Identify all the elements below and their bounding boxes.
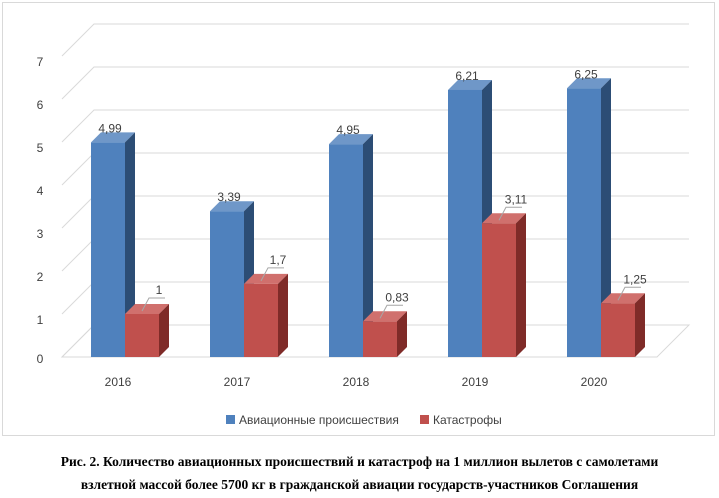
caption-line-1: Рис. 2. Количество авиационных происшест… (60, 454, 659, 469)
data-label: 4,99 (98, 121, 122, 135)
leader-line (379, 304, 403, 319)
data-label: 6,25 (574, 67, 598, 81)
y-tick-label: 5 (37, 141, 44, 155)
data-label: 4,95 (336, 123, 360, 137)
bar-chart: 4,99 1 3,39 1,7 4,95 0,83 6,21 3,11 6,25 1,25 0 1 2… (37, 23, 691, 427)
y-tick-label: 7 (37, 55, 44, 69)
x-tick-label: 2016 (105, 375, 132, 389)
y-tick-label: 3 (37, 227, 44, 241)
leader-line (141, 297, 165, 312)
bar-catastrophes-2016 (125, 304, 169, 357)
data-label: 1 (156, 283, 163, 297)
gridline (61, 66, 689, 100)
figure-caption: Рис. 2. Количество авиационных происшест… (0, 450, 719, 496)
caption-line-2: взлетной массой более 5700 кг в гражданс… (80, 477, 639, 492)
legend-swatch-0 (226, 415, 235, 424)
data-label: 3,11 (505, 192, 528, 206)
bar-incidents-2020 (567, 78, 611, 357)
y-tick-label: 1 (37, 313, 44, 327)
data-label: 1,25 (623, 272, 647, 286)
data-label: 6,21 (455, 69, 479, 83)
leader-line (260, 267, 284, 282)
legend-swatch-1 (420, 415, 429, 424)
y-tick-label: 0 (37, 352, 44, 366)
y-tick-label: 2 (37, 270, 44, 284)
legend: Авиационные происшествия Катастрофы (226, 413, 502, 427)
data-label: 3,39 (217, 190, 241, 204)
gridline (61, 23, 689, 57)
bar-layer (91, 78, 645, 357)
y-tick-label: 6 (37, 98, 44, 112)
data-label: 1,7 (270, 253, 287, 267)
x-tick-label: 2018 (343, 375, 370, 389)
bar-catastrophes-2018 (363, 311, 407, 357)
legend-label-0: Авиационные происшествия (239, 413, 399, 427)
tick-layer: 0 1 2 3 4 5 6 7 2016 2017 2018 2019 2020 (37, 55, 608, 389)
data-label: 0,83 (385, 290, 409, 304)
x-tick-label: 2019 (462, 375, 489, 389)
bar-catastrophes-2020 (601, 293, 645, 357)
x-tick-label: 2020 (581, 375, 608, 389)
label-layer: 4,99 1 3,39 1,7 4,95 0,83 6,21 3,11 6,25 1,25 (98, 67, 647, 319)
legend-label-1: Катастрофы (433, 413, 502, 427)
leader-line (617, 286, 641, 301)
bar-catastrophes-2019 (482, 213, 526, 357)
bar-incidents-2019 (448, 79, 492, 357)
y-tick-label: 4 (37, 184, 44, 198)
bar-catastrophes-2017 (244, 273, 288, 357)
x-tick-label: 2017 (224, 375, 251, 389)
bar-incidents-2016 (91, 132, 135, 357)
bar-incidents-2018 (329, 134, 373, 357)
leader-line (498, 206, 522, 221)
